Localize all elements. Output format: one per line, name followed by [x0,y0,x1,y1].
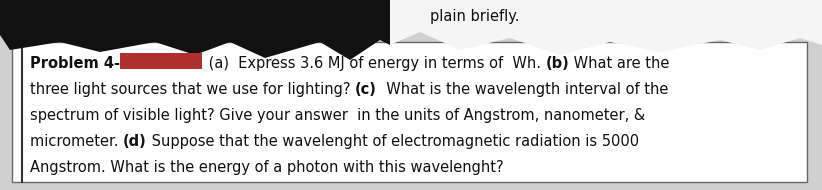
Text: plain briefly.: plain briefly. [430,10,520,25]
Text: (d): (d) [123,134,147,149]
Text: Problem 4-: Problem 4- [30,56,120,71]
Text: three light sources that we use for lighting?: three light sources that we use for ligh… [30,82,355,97]
Text: (a)  Express 3.6 MJ of energy in terms of  Wh.: (a) Express 3.6 MJ of energy in terms of… [204,56,546,71]
FancyBboxPatch shape [12,42,807,182]
Polygon shape [390,0,822,55]
Text: spectrum of visible light? Give your answer  in the units of Angstrom, nanometer: spectrum of visible light? Give your ans… [30,108,645,123]
Text: What are the: What are the [570,56,670,71]
Text: micrometer.: micrometer. [30,134,123,149]
Text: (b): (b) [546,56,570,71]
Text: (c): (c) [355,82,377,97]
Text: Suppose that the wavelenght of electromagnetic radiation is 5000: Suppose that the wavelenght of electroma… [147,134,639,149]
FancyBboxPatch shape [120,53,202,69]
Polygon shape [0,0,390,60]
Text: Angstrom. What is the energy of a photon with this wavelenght?: Angstrom. What is the energy of a photon… [30,160,504,175]
Text: What is the wavelength interval of the: What is the wavelength interval of the [377,82,668,97]
